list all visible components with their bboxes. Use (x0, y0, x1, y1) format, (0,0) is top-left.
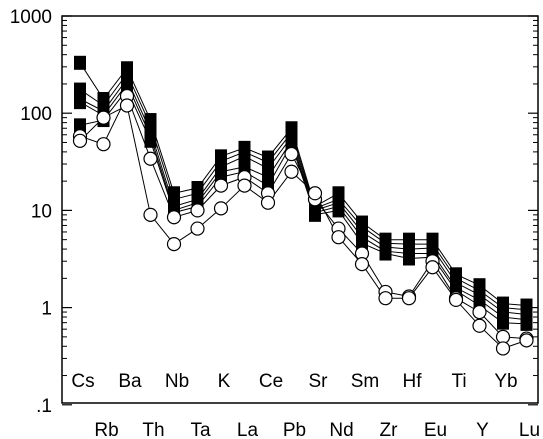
data-point-square (238, 149, 251, 164)
data-point-circle (519, 333, 534, 348)
data-point-circle (166, 237, 182, 252)
element-label: La (237, 420, 259, 439)
element-label: Y (476, 420, 489, 439)
y-tick-label: 100 (20, 104, 52, 125)
data-point-circle (213, 178, 229, 193)
element-label: Hf (403, 371, 423, 392)
element-label: Nb (165, 371, 189, 392)
y-tick-label: 10 (31, 201, 52, 222)
y-tick-label: 1000 (10, 7, 52, 28)
data-point-square (74, 95, 86, 110)
data-point-circle (213, 201, 229, 216)
element-labels: Cs Rb Ba Th Nb Ta K La Ce Pb Sr Nd Sm Zr Hf Eu Ti Y Yb Lu (71, 371, 540, 439)
data-point-circle (354, 257, 370, 272)
data-point-circle (401, 291, 417, 306)
data-point-square (309, 207, 321, 222)
data-point-circle (331, 230, 346, 245)
element-label: K (218, 371, 231, 392)
element-label: Lu (519, 420, 540, 439)
y-tick-label: .1 (36, 396, 52, 417)
element-label: Eu (424, 420, 447, 439)
data-point-circle (119, 98, 135, 113)
data-point-circle (378, 291, 393, 306)
y-axis-ticks (62, 15, 538, 406)
data-point-square (497, 315, 509, 330)
element-label: Sm (351, 371, 380, 392)
data-point-circle (284, 146, 299, 162)
element-label: Th (142, 420, 164, 439)
data-point-square (74, 55, 86, 70)
data-point-circle (72, 133, 88, 148)
data-point-circle (472, 304, 487, 320)
element-label: Ce (259, 371, 283, 392)
data-point-circle (425, 260, 440, 275)
data-point-circle (96, 137, 111, 152)
data-point-circle (284, 164, 299, 179)
element-label: Ba (118, 371, 142, 392)
data-point-circle (143, 151, 158, 166)
data-point-circle (143, 207, 158, 222)
element-label: Rb (94, 420, 118, 439)
data-point-square (520, 316, 533, 331)
y-axis-tick-labels: 1000 100 10 1 .1 (10, 7, 52, 417)
data-point-square (403, 251, 415, 266)
data-point-circle (307, 186, 323, 201)
data-point-circle (237, 178, 252, 193)
element-label: Sr (309, 371, 329, 392)
element-label: Yb (494, 371, 517, 392)
element-label: Pb (283, 420, 306, 439)
data-point-square (144, 133, 157, 148)
element-label: Nd (329, 420, 353, 439)
element-label: Cs (71, 371, 94, 392)
series-layer (72, 55, 534, 356)
element-label: Ta (190, 420, 211, 439)
element-label: Zr (380, 420, 399, 439)
data-point-circle (472, 318, 487, 333)
data-point-circle (260, 195, 276, 210)
y-tick-label: 1 (41, 299, 52, 320)
data-point-square (379, 246, 392, 261)
data-point-circle (190, 221, 205, 236)
data-point-circle (448, 292, 464, 308)
plot-frame (61, 15, 539, 404)
data-point-square (74, 118, 86, 133)
data-point-square (356, 236, 368, 251)
data-point-circle (96, 110, 111, 125)
data-point-square (332, 203, 345, 218)
data-point-circle (190, 203, 205, 218)
data-point-circle (166, 210, 182, 225)
element-label: Ti (451, 371, 466, 392)
data-point-circle (495, 341, 511, 356)
